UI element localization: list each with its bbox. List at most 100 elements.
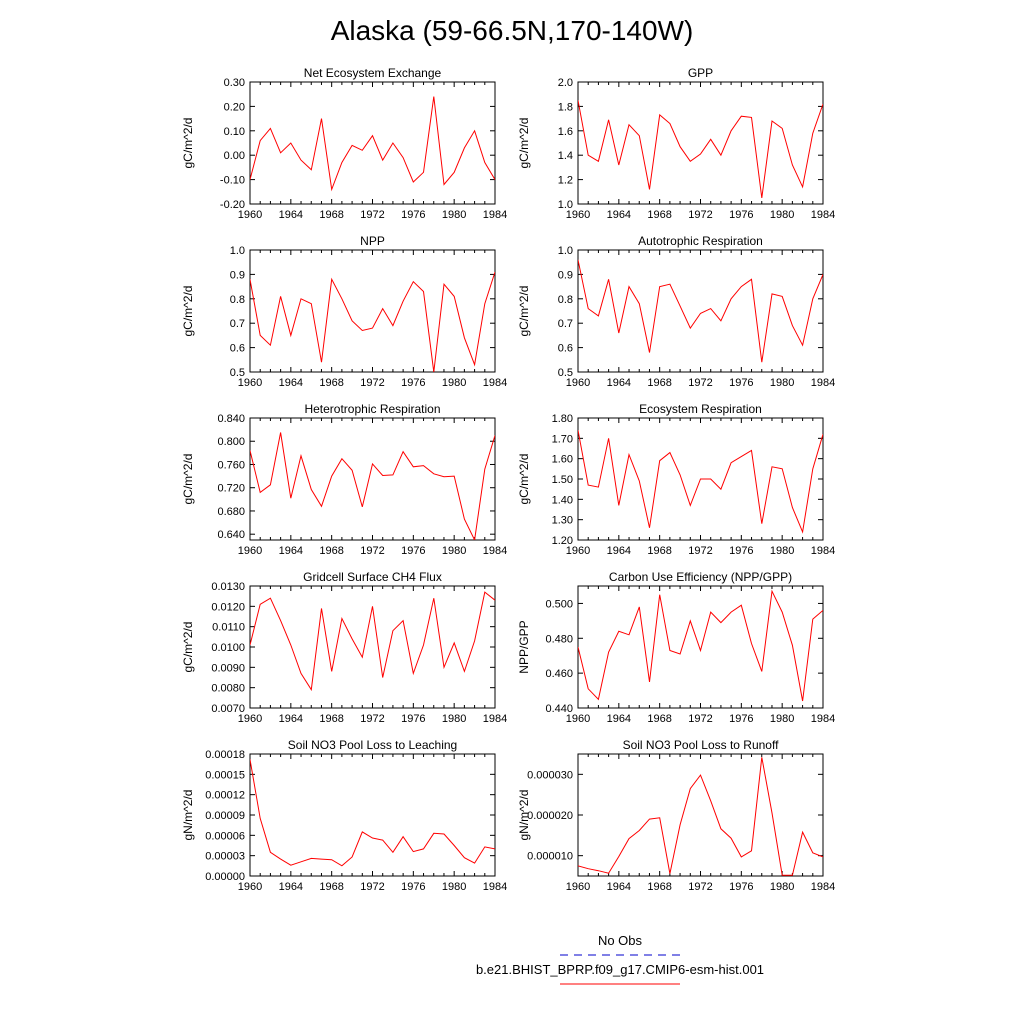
chart-panel: Net Ecosystem Exchange 1960 1964 1968 1972 19… <box>181 66 507 221</box>
y-tick-label: 0.8 <box>230 294 245 306</box>
y-axis-label: gC/m^2/d <box>517 454 531 505</box>
x-tick-label: 1980 <box>442 881 466 893</box>
x-tick-label: 1972 <box>360 209 384 221</box>
y-tick-label: 0.8 <box>558 294 573 306</box>
chart-grid: Net Ecosystem Exchange 1960 1964 1968 1972 19… <box>181 66 835 893</box>
chart-panel: Gridcell Surface CH4 Flux 1960 1964 1968 197… <box>181 570 507 725</box>
x-tick-label: 1964 <box>279 713 303 725</box>
x-tick-label: 1976 <box>729 713 753 725</box>
series-line <box>250 432 495 540</box>
x-tick-label: 1960 <box>238 881 262 893</box>
y-tick-label: 0.20 <box>224 101 245 113</box>
legend: No Obs b.e21.BHIST_BPRP.f09_g17.CMIP6-es… <box>476 933 764 985</box>
panel-title: Ecosystem Respiration <box>639 402 762 416</box>
x-tick-label: 1960 <box>566 881 590 893</box>
panel-title: Soil NO3 Pool Loss to Leaching <box>288 738 457 752</box>
series-line <box>250 96 495 192</box>
y-axis-label: gC/m^2/d <box>181 622 195 673</box>
x-tick-label: 1972 <box>688 881 712 893</box>
x-tick-label: 1964 <box>279 377 303 389</box>
x-tick-label: 1980 <box>770 881 794 893</box>
x-tick-label: 1968 <box>647 545 671 557</box>
panel-title: Autotrophic Respiration <box>638 234 763 248</box>
chart-panel: NPP 1960 1964 1968 1972 1976 1980 1984 0.5 0.6 0.7… <box>181 234 507 389</box>
panel-title: Gridcell Surface CH4 Flux <box>303 570 442 584</box>
x-tick-label: 1984 <box>811 209 835 221</box>
y-tick-label: 1.30 <box>552 515 573 527</box>
x-tick-label: 1964 <box>279 209 303 221</box>
x-tick-label: 1976 <box>401 713 425 725</box>
x-tick-label: 1960 <box>238 713 262 725</box>
x-tick-label: 1968 <box>319 881 343 893</box>
y-tick-label: 1.70 <box>552 433 573 445</box>
x-tick-label: 1984 <box>483 209 507 221</box>
y-tick-label: 0.9 <box>558 269 573 281</box>
y-axis-label: gC/m^2/d <box>517 118 531 169</box>
x-tick-label: 1976 <box>729 209 753 221</box>
y-tick-label: 0.00012 <box>205 790 245 802</box>
x-tick-label: 1968 <box>647 377 671 389</box>
x-tick-label: 1980 <box>770 545 794 557</box>
x-tick-label: 1968 <box>319 209 343 221</box>
chart-panel: Soil NO3 Pool Loss to Runoff 1960 1964 1968… <box>517 738 835 893</box>
chart-panel: Heterotrophic Respiration 1960 1964 1968 197… <box>181 402 507 557</box>
y-tick-label: 0.30 <box>224 77 245 89</box>
x-tick-label: 1960 <box>238 377 262 389</box>
y-tick-label: 0.720 <box>217 483 245 495</box>
chart-panel: Autotrophic Respiration 1960 1964 1968 1972 1… <box>517 234 835 389</box>
y-tick-label: 1.6 <box>558 126 573 138</box>
x-tick-label: 1980 <box>442 377 466 389</box>
y-tick-label: 1.40 <box>552 494 573 506</box>
x-tick-label: 1972 <box>688 545 712 557</box>
x-tick-label: 1984 <box>811 377 835 389</box>
x-tick-label: 1968 <box>647 209 671 221</box>
y-tick-label: 1.20 <box>552 535 573 547</box>
x-tick-label: 1960 <box>566 209 590 221</box>
y-axis-label: NPP/GPP <box>517 620 531 673</box>
series-line <box>578 757 823 876</box>
y-tick-label: 0.0080 <box>211 683 245 695</box>
series-line <box>250 591 495 692</box>
y-tick-label: 0.5 <box>558 367 573 379</box>
x-tick-label: 1980 <box>770 377 794 389</box>
x-tick-label: 1972 <box>360 713 384 725</box>
legend-model-label: b.e21.BHIST_BPRP.f09_g17.CMIP6-esm-hist.… <box>476 962 764 977</box>
chart-panel: Soil NO3 Pool Loss to Leaching 1960 1964 19… <box>181 738 507 893</box>
x-tick-label: 1972 <box>688 377 712 389</box>
y-tick-label: 1.60 <box>552 454 573 466</box>
y-tick-label: 0.6 <box>558 343 573 355</box>
x-tick-label: 1984 <box>483 377 507 389</box>
x-tick-label: 1980 <box>442 713 466 725</box>
panel-title: Carbon Use Efficiency (NPP/GPP) <box>609 570 792 584</box>
y-tick-label: 1.0 <box>558 199 573 211</box>
x-tick-label: 1960 <box>566 545 590 557</box>
x-tick-label: 1984 <box>483 545 507 557</box>
y-tick-label: 0.9 <box>230 269 245 281</box>
y-tick-label: 0.800 <box>217 436 245 448</box>
y-tick-label: 0.0130 <box>211 581 245 593</box>
y-tick-label: 0.0070 <box>211 703 245 715</box>
x-tick-label: 1968 <box>319 377 343 389</box>
series-line <box>578 589 823 702</box>
y-tick-label: 0.0110 <box>212 622 245 634</box>
y-tick-label: 0.760 <box>217 459 245 471</box>
x-tick-label: 1972 <box>360 377 384 389</box>
y-tick-label: 0.00015 <box>205 769 245 781</box>
figure-title: Alaska (59-66.5N,170-140W) <box>331 15 694 46</box>
series-line <box>250 271 495 372</box>
x-tick-label: 1980 <box>442 209 466 221</box>
y-tick-label: 0.480 <box>545 633 573 645</box>
x-tick-label: 1972 <box>360 545 384 557</box>
y-tick-label: 0.00 <box>224 150 245 162</box>
y-tick-label: 0.7 <box>558 318 573 330</box>
y-tick-label: 0.000030 <box>527 769 573 781</box>
x-tick-label: 1976 <box>401 881 425 893</box>
panel-title: Soil NO3 Pool Loss to Runoff <box>623 738 780 752</box>
x-tick-label: 1964 <box>607 881 631 893</box>
plot-frame <box>249 417 496 541</box>
plot-frame <box>577 753 824 877</box>
x-tick-label: 1964 <box>279 881 303 893</box>
y-tick-label: 0.640 <box>217 529 245 541</box>
plot-frame <box>249 81 496 205</box>
plot-frame <box>249 753 496 877</box>
